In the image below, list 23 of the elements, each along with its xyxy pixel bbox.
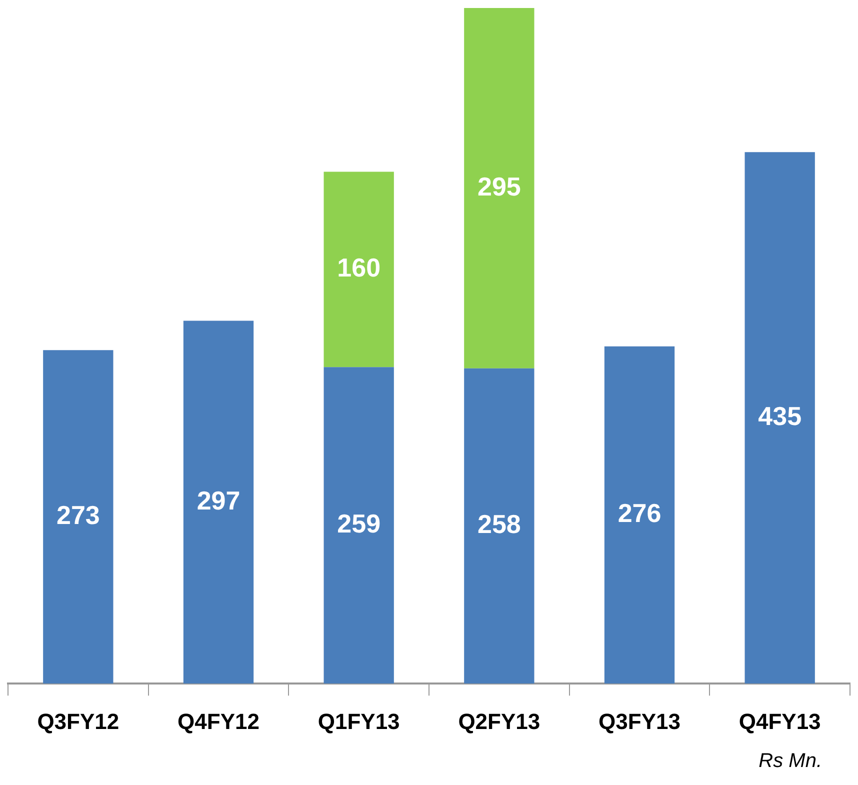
bar	[43, 350, 114, 684]
bar	[183, 320, 254, 684]
data-label: 435	[758, 401, 802, 432]
x-tick-label: Q2FY13	[458, 708, 540, 734]
x-tick-label: Q1FY13	[318, 708, 400, 734]
bar	[324, 172, 394, 368]
bar	[464, 368, 534, 684]
text: Rs Mn.	[758, 750, 822, 773]
data-label: 297	[196, 485, 240, 516]
x-tick-label: Q3FY13	[598, 708, 680, 734]
bar	[324, 367, 394, 684]
x-tick-label: Q3FY12	[37, 708, 120, 734]
bar	[744, 152, 815, 684]
data-label: 273	[56, 500, 100, 530]
x-tick-label: Q4FY12	[178, 708, 260, 734]
data-label: 258	[477, 509, 521, 540]
data-label: 295	[477, 171, 521, 202]
x-tick-label: Q4FY13	[738, 708, 821, 734]
bar	[604, 346, 675, 684]
data-label: 259	[337, 508, 381, 539]
bar	[464, 8, 534, 368]
data-label: 160	[337, 252, 381, 283]
data-label: 276	[618, 498, 662, 528]
